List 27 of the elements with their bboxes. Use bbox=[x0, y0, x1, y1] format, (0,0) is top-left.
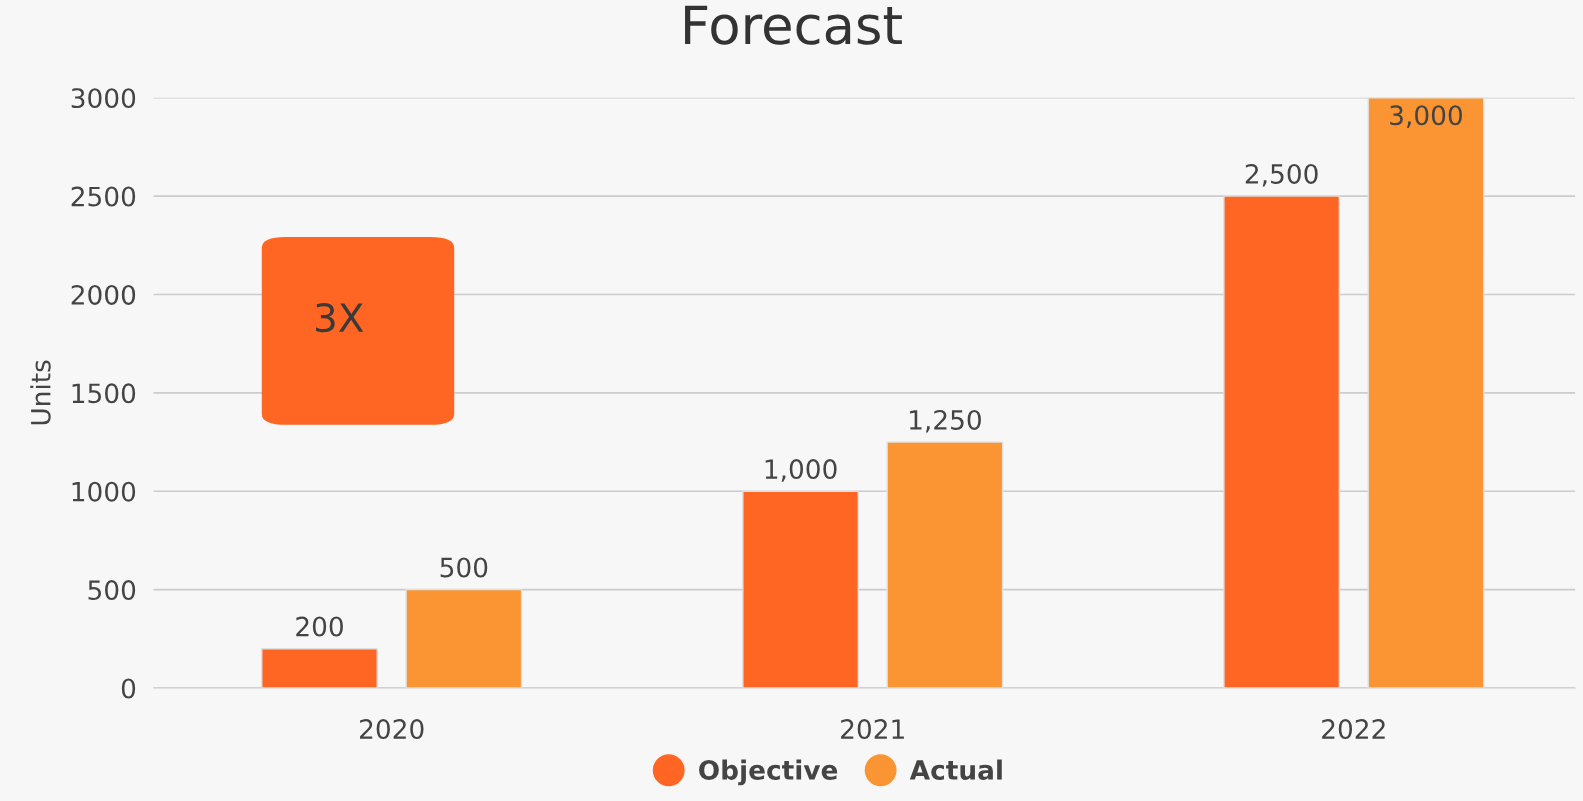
bar bbox=[1367, 97, 1485, 689]
annotation: 3X bbox=[316, 302, 364, 333]
legend-label: Actual bbox=[909, 759, 1002, 780]
y-tick-label: 3000 bbox=[71, 88, 136, 109]
legend-label: Objective bbox=[699, 759, 838, 786]
bar bbox=[886, 441, 1004, 689]
y-axis-title: Units bbox=[30, 360, 51, 425]
data-label: 1,000 bbox=[765, 459, 837, 482]
y-tick-label: 2500 bbox=[71, 186, 136, 207]
data-label: 2,500 bbox=[1245, 163, 1318, 187]
x-tick-label: 2020 bbox=[360, 719, 424, 740]
bar bbox=[1223, 195, 1341, 689]
y-tick-label: 500 bbox=[88, 580, 136, 601]
data-label: 500 bbox=[440, 557, 488, 578]
bar bbox=[261, 648, 378, 689]
x-tick-label: 2021 bbox=[841, 719, 904, 740]
y-tick-label: 1000 bbox=[72, 481, 136, 502]
data-label: 1,250 bbox=[910, 409, 981, 433]
data-label: 200 bbox=[296, 616, 343, 637]
y-tick-label: 0 bbox=[121, 678, 136, 699]
data-label: 3,000 bbox=[1390, 105, 1462, 128]
chart-title: Forecast bbox=[685, 5, 902, 45]
y-tick-label: 2000 bbox=[71, 284, 136, 305]
bar bbox=[405, 588, 523, 689]
bar bbox=[742, 490, 859, 689]
y-tick-label: 1500 bbox=[72, 383, 136, 404]
x-tick-label: 2022 bbox=[1322, 719, 1385, 740]
